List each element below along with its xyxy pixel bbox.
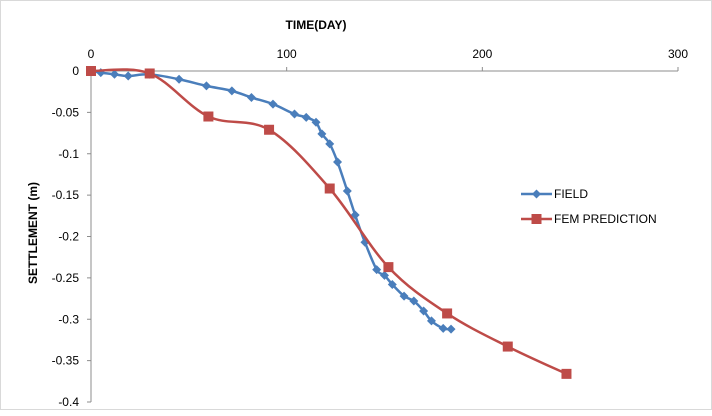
y-tick-label: -0.35 [52, 354, 80, 368]
data-point-field [387, 279, 397, 289]
data-point-fem-prediction [502, 341, 513, 352]
data-point-field [325, 139, 335, 149]
legend-marker-fem-prediction [531, 214, 542, 224]
legend-marker-field [532, 189, 541, 199]
data-point-field [438, 323, 448, 333]
series-line-field [90, 69, 452, 331]
data-point-fem-prediction [383, 262, 394, 273]
y-axis-title: SETTLEMENT (m) [26, 182, 40, 284]
data-point-field [372, 265, 382, 275]
series-field [86, 66, 456, 334]
legend-item-field: FIELD [521, 187, 588, 201]
legend: FIELD FEM PREDICTION [521, 187, 657, 226]
y-tick-label: -0.2 [58, 230, 79, 244]
data-point-field [227, 86, 237, 96]
legend-label-fem-prediction: FEM PREDICTION [554, 212, 657, 226]
data-point-field [311, 117, 321, 127]
x-tick-label: 200 [472, 47, 492, 61]
series-layer [86, 66, 572, 379]
y-tick-label: 0 [72, 64, 79, 78]
data-point-field [426, 316, 436, 326]
legend-item-fem-prediction: FEM PREDICTION [521, 212, 657, 226]
data-point-fem-prediction [561, 368, 572, 379]
data-point-field [289, 109, 299, 119]
y-tick-label: -0.25 [52, 271, 80, 285]
data-point-field [399, 291, 409, 301]
data-point-field [109, 69, 119, 79]
axes: 0 100 200 300 0 -0.05 -0.1 -0.15 -0.2 -0.25 -0.3 -0… [52, 47, 689, 409]
data-point-field [201, 81, 211, 91]
data-point-field [419, 306, 429, 316]
x-tick-label: 0 [88, 47, 95, 61]
data-point-fem-prediction [203, 111, 214, 122]
data-point-field [317, 129, 327, 139]
x-axis-title: TIME(DAY) [286, 18, 347, 32]
series-line-fem-prediction [90, 68, 567, 375]
data-point-field [123, 71, 133, 81]
x-tick-label: 300 [668, 47, 688, 61]
data-point-field [409, 296, 419, 306]
data-point-field [301, 112, 311, 122]
data-point-field [350, 210, 360, 220]
data-point-field [333, 157, 343, 167]
data-point-fem-prediction [324, 183, 335, 194]
data-point-field [380, 270, 389, 280]
data-point-field [246, 92, 256, 102]
series-fem-prediction [86, 66, 572, 379]
y-tick-label: -0.1 [58, 147, 79, 161]
x-tick-label: 100 [277, 47, 297, 61]
data-point-fem-prediction [264, 124, 275, 135]
data-point-fem-prediction [144, 68, 155, 79]
legend-label-field: FIELD [554, 187, 588, 201]
data-point-field [342, 186, 352, 196]
y-tick-label: -0.3 [58, 312, 79, 326]
data-point-fem-prediction [442, 308, 453, 319]
data-point-field [268, 99, 278, 109]
y-tick-label: -0.15 [52, 188, 80, 202]
y-tick-label: -0.05 [52, 105, 80, 119]
y-tick-label: -0.4 [58, 395, 79, 409]
data-point-fem-prediction [86, 66, 96, 76]
data-point-field [174, 74, 184, 84]
data-point-field [446, 324, 456, 334]
